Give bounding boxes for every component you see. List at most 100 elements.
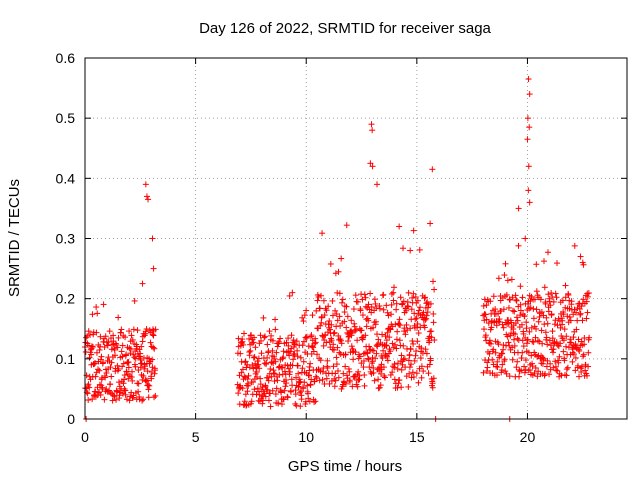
data-point xyxy=(526,199,533,206)
y-tick-label: 0.5 xyxy=(56,110,76,126)
data-point xyxy=(532,334,539,341)
data-point xyxy=(584,372,591,379)
data-point xyxy=(280,354,287,361)
data-point xyxy=(323,375,330,382)
data-point xyxy=(406,351,413,358)
data-point xyxy=(486,350,493,357)
data-point xyxy=(341,309,348,316)
data-point xyxy=(372,355,379,362)
data-point xyxy=(242,358,249,365)
data-point xyxy=(526,124,533,131)
data-point xyxy=(563,366,570,373)
data-point xyxy=(509,356,516,363)
data-point xyxy=(285,335,292,342)
data-point xyxy=(275,340,282,347)
data-point xyxy=(429,384,436,391)
data-point xyxy=(535,318,542,325)
data-point xyxy=(89,311,96,318)
data-point xyxy=(120,380,127,387)
y-tick-label: 0 xyxy=(67,411,75,427)
data-point xyxy=(117,329,124,336)
data-point xyxy=(400,342,407,349)
data-point xyxy=(543,334,550,341)
data-point xyxy=(357,353,364,360)
data-point xyxy=(520,343,527,350)
data-point xyxy=(135,380,142,387)
data-point xyxy=(515,205,522,212)
data-point xyxy=(391,361,398,368)
data-point xyxy=(338,340,345,347)
data-point xyxy=(502,368,509,375)
data-point xyxy=(350,306,357,313)
data-point xyxy=(549,335,556,342)
data-point xyxy=(513,364,520,371)
data-point xyxy=(578,368,585,375)
data-point xyxy=(327,326,334,333)
data-point xyxy=(278,389,285,396)
data-point xyxy=(382,333,389,340)
data-point xyxy=(364,355,371,362)
data-point xyxy=(349,329,356,336)
data-point xyxy=(238,369,245,376)
data-point xyxy=(341,303,348,310)
data-point xyxy=(561,326,568,333)
data-point xyxy=(569,358,576,365)
data-point xyxy=(293,338,300,345)
data-point xyxy=(99,384,106,391)
data-point xyxy=(296,376,303,383)
data-point xyxy=(430,278,437,285)
data-point xyxy=(312,373,319,380)
data-point xyxy=(122,391,129,398)
data-point xyxy=(294,353,301,360)
data-point xyxy=(481,326,488,333)
data-point xyxy=(515,242,522,249)
data-point xyxy=(517,301,524,308)
data-point xyxy=(151,394,158,401)
data-point xyxy=(105,338,112,345)
data-point xyxy=(546,371,553,378)
data-point xyxy=(266,328,273,335)
data-point xyxy=(366,343,373,350)
data-point xyxy=(264,354,271,361)
data-point xyxy=(576,347,583,354)
data-point xyxy=(280,348,287,355)
data-point xyxy=(101,344,108,351)
data-point xyxy=(330,330,337,337)
data-point xyxy=(262,393,269,400)
data-point xyxy=(260,314,267,321)
data-point xyxy=(149,331,156,338)
data-point xyxy=(519,294,526,301)
y-axis-label: SRMTID / TECUs xyxy=(6,179,23,297)
data-point xyxy=(422,294,429,301)
data-point xyxy=(408,306,415,313)
data-point xyxy=(116,392,123,399)
data-point xyxy=(417,355,424,362)
data-point xyxy=(145,196,152,203)
data-point xyxy=(351,320,358,327)
data-point xyxy=(317,357,324,364)
data-point xyxy=(482,311,489,318)
data-point xyxy=(267,390,274,397)
data-point xyxy=(424,304,431,311)
data-point xyxy=(570,351,577,358)
data-point xyxy=(138,343,145,350)
data-point xyxy=(517,312,524,319)
data-point xyxy=(422,346,429,353)
data-point xyxy=(371,377,378,384)
data-point xyxy=(329,297,336,304)
data-point xyxy=(415,379,422,386)
data-point xyxy=(273,385,280,392)
data-point xyxy=(575,336,582,343)
data-point xyxy=(364,350,371,357)
data-points xyxy=(82,76,593,422)
data-point xyxy=(344,372,351,379)
data-point xyxy=(327,260,334,267)
data-point xyxy=(331,383,338,390)
data-point xyxy=(413,315,420,322)
data-point xyxy=(285,365,292,372)
data-point xyxy=(309,343,316,350)
ticks: 0 0.1 0.2 0.3 0.4 0.5 0.6 0 5 10 15 20 xyxy=(56,50,627,445)
data-point xyxy=(529,338,536,345)
data-point xyxy=(259,400,266,407)
